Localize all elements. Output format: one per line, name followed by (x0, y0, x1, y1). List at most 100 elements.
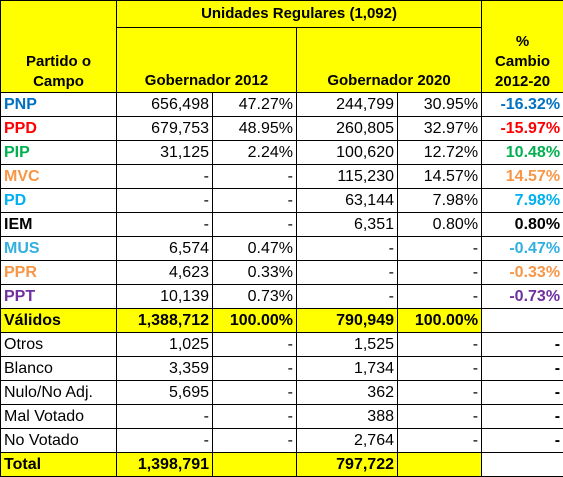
value-cell: - (296, 236, 398, 261)
value-cell: 47.27% (212, 92, 297, 117)
header-line: 2012-20 (495, 73, 551, 90)
table-row: Total 1,398,791 797,722 (0, 452, 563, 477)
row-label: IEM (0, 212, 117, 237)
value-cell: 14.57% (396, 164, 483, 189)
change-cell: - (481, 332, 563, 357)
value-cell: - (396, 236, 483, 261)
value-cell: 797,722 (296, 452, 398, 477)
row-label: MVC (0, 164, 117, 189)
value-cell: 1,025 (116, 332, 213, 357)
table-row: PPD 679,753 48.95% 260,805 32.97% -15.97% (0, 116, 563, 141)
value-cell: 790,949 (296, 308, 398, 333)
change-cell: - (481, 380, 563, 405)
value-cell: 5,695 (116, 380, 213, 405)
value-cell: 6,574 (116, 236, 213, 261)
header-line: Campo (33, 73, 84, 90)
value-cell: 679,753 (116, 116, 213, 141)
column-header: % Cambio 2012-20 (481, 0, 563, 93)
change-cell: 14.57% (481, 164, 563, 189)
header-line: Partido o (25, 53, 91, 70)
value-cell: 10,139 (116, 284, 213, 309)
value-cell: 100.00% (212, 308, 297, 333)
table-row: Válidos 1,388,712 100.00% 790,949 100.00% (0, 308, 563, 333)
value-cell: - (396, 380, 483, 405)
change-cell (481, 452, 563, 477)
table-row: Blanco 3,359-1,734- - (0, 356, 563, 381)
header-line: % (515, 33, 530, 50)
value-cell: 6,351 (296, 212, 398, 237)
change-cell: 10.48% (481, 140, 563, 165)
value-cell: - (212, 164, 297, 189)
value-cell: 1,525 (296, 332, 398, 357)
row-label: Mal Votado (0, 404, 117, 429)
value-cell: 3,359 (116, 356, 213, 381)
table-title: Unidades Regulares (1,092) (115, 0, 483, 28)
change-cell (481, 308, 563, 333)
value-cell (396, 452, 483, 477)
value-cell: - (296, 260, 398, 285)
value-cell: 260,805 (296, 116, 398, 141)
change-cell: 0.80% (481, 212, 563, 237)
table-row: PD - -63,144 7.98% 7.98% (0, 188, 563, 213)
value-cell: 12.72% (396, 140, 483, 165)
table-row: PPR 4,623 0.33% - - -0.33% (0, 260, 563, 285)
value-cell (212, 452, 297, 477)
column-header: Partido o Campo (0, 0, 117, 93)
table-row: Otros 1,025-1,525- - (0, 332, 563, 357)
value-cell: 7.98% (396, 188, 483, 213)
value-cell: 1,388,712 (116, 308, 213, 333)
row-label: PNP (0, 92, 117, 117)
change-cell: 7.98% (481, 188, 563, 213)
header-row: Partido o Campo Unidades Regulares (1,092)… (0, 0, 563, 93)
row-label: PPD (0, 116, 117, 141)
value-cell: 362 (296, 380, 398, 405)
change-cell: - (481, 404, 563, 429)
value-cell: 4,623 (116, 260, 213, 285)
row-label: PPT (0, 284, 117, 309)
table-row: MUS 6,574 0.47% - - -0.47% (0, 236, 563, 261)
value-cell: 0.80% (396, 212, 483, 237)
change-cell: - (481, 356, 563, 381)
value-cell: 31,125 (116, 140, 213, 165)
value-cell: - (116, 212, 213, 237)
value-cell: 1,734 (296, 356, 398, 381)
value-cell: 2,764 (296, 428, 398, 453)
value-cell: - (212, 380, 297, 405)
value-cell: 656,498 (116, 92, 213, 117)
value-cell: - (116, 404, 213, 429)
table-row: Nulo/No Adj. 5,695-362- - (0, 380, 563, 405)
row-label: No Votado (0, 428, 117, 453)
value-cell: - (212, 428, 297, 453)
row-label: Total (0, 452, 117, 477)
value-cell: 2.24% (212, 140, 297, 165)
value-cell: 0.47% (212, 236, 297, 261)
value-cell: 63,144 (296, 188, 398, 213)
value-cell: 388 (296, 404, 398, 429)
table-row: Mal Votado - -388- - (0, 404, 563, 429)
value-cell: - (116, 164, 213, 189)
value-cell: - (396, 332, 483, 357)
value-cell: 244,799 (296, 92, 398, 117)
change-cell: -15.97% (481, 116, 563, 141)
header-line: Cambio (495, 53, 551, 70)
table-row: PPT 10,139 0.73% - - -0.73% (0, 284, 563, 309)
value-cell: - (212, 188, 297, 213)
row-label: Otros (0, 332, 117, 357)
value-cell: 48.95% (212, 116, 297, 141)
header-row: Gobernador 2012 Gobernador 2020 (1, 27, 563, 93)
value-cell: - (212, 404, 297, 429)
value-cell: 100,620 (296, 140, 398, 165)
change-cell: -0.73% (481, 284, 563, 309)
table-row: PIP 31,125 2.24% 100,620 12.72% 10.48% (0, 140, 563, 165)
value-cell: - (212, 332, 297, 357)
value-cell: 115,230 (296, 164, 398, 189)
table-row: MVC - -115,230 14.57% 14.57% (0, 164, 563, 189)
row-label: MUS (0, 236, 117, 261)
row-label: Válidos (0, 308, 117, 333)
table-row: PNP 656,498 47.27% 244,799 30.95% -16.32% (0, 92, 563, 117)
value-cell: - (116, 428, 213, 453)
change-cell: -16.32% (481, 92, 563, 117)
row-label: PIP (0, 140, 117, 165)
change-cell: - (481, 428, 563, 453)
